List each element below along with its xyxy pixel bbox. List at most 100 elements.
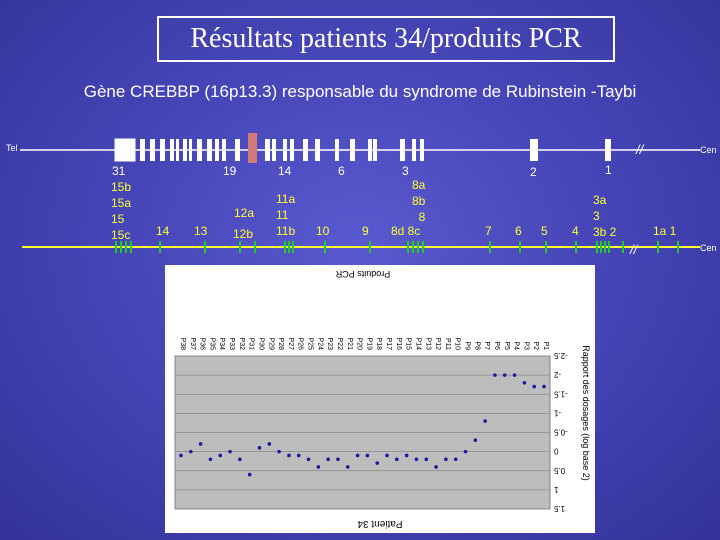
x-tick-label: P3 xyxy=(522,341,529,350)
exon-box xyxy=(335,139,339,161)
exon-box xyxy=(170,139,174,161)
exon-label-bottom: 3a 3 3b 2 xyxy=(593,193,617,239)
exon-box xyxy=(315,139,320,161)
data-point xyxy=(326,457,330,462)
data-point xyxy=(296,453,301,458)
data-point xyxy=(414,457,419,462)
y-tick-label: -1.5 xyxy=(553,389,567,398)
exon-label-bottom: 6 xyxy=(515,224,522,238)
data-point xyxy=(238,457,242,462)
exon-box xyxy=(530,139,538,161)
exon-box xyxy=(176,139,179,161)
exon-label-top: 3 xyxy=(402,164,409,178)
x-tick-label: P10 xyxy=(454,338,461,351)
x-tick-label: P37 xyxy=(189,338,196,351)
data-point xyxy=(306,457,311,462)
exon-box xyxy=(373,139,377,161)
x-tick-label: P30 xyxy=(257,338,264,351)
y-tick-label: 0 xyxy=(553,447,558,456)
data-point xyxy=(404,453,409,458)
data-point xyxy=(179,453,183,458)
plot-gridlines xyxy=(175,355,550,510)
centromere-label-bottom: Cen xyxy=(700,243,717,253)
x-tick-label: P32 xyxy=(238,338,245,351)
data-point xyxy=(198,442,203,446)
x-tick-label: P5 xyxy=(503,341,510,350)
x-tick-label: P6 xyxy=(493,341,500,350)
data-point xyxy=(218,453,223,458)
y-tick-label: 1 xyxy=(553,485,558,494)
data-point xyxy=(444,457,448,462)
exon-box xyxy=(350,139,355,161)
y-tick-label: 1.5 xyxy=(553,504,565,513)
exon-label-top: 19 xyxy=(223,164,237,178)
y-tick-label: -0.5 xyxy=(553,428,567,437)
exon-box xyxy=(189,139,192,161)
exon-label-top: 31 xyxy=(112,164,126,178)
x-tick-label: P7 xyxy=(483,341,490,350)
centromere-label-top: Cen xyxy=(700,145,717,155)
exon-label-bottom: 1a 1 xyxy=(653,224,677,238)
x-tick-label: P15 xyxy=(405,338,412,351)
x-tick-label: P9 xyxy=(464,341,471,350)
data-point xyxy=(483,419,487,423)
exon-label-bottom: 8a 8b 8 xyxy=(412,178,426,224)
exon-label-bottom: 12b xyxy=(233,227,254,241)
data-point xyxy=(463,449,468,454)
exon-box xyxy=(412,139,416,161)
exon-box xyxy=(283,139,287,161)
exon-label-bottom: 7 xyxy=(485,224,492,238)
exon-box xyxy=(222,139,226,161)
x-tick-label: P38 xyxy=(179,338,186,351)
y-tick-label: 0.5 xyxy=(553,466,565,475)
exon-box xyxy=(215,139,219,161)
gene-map-svg: // // xyxy=(20,133,700,257)
exon-label-top: 6 xyxy=(338,164,345,178)
x-tick-label: P18 xyxy=(375,338,382,351)
exon-label-bottom: 10 xyxy=(316,224,330,238)
patient-scatter-chart: Patient 34 Rapport des dosages (log base… xyxy=(174,269,591,529)
chart-ylabel: Rapport des dosages (log base 2) xyxy=(581,345,591,481)
exon-box xyxy=(272,139,276,161)
data-point xyxy=(434,465,438,469)
data-point xyxy=(189,449,193,454)
data-points xyxy=(179,373,546,477)
x-tick-label: P1 xyxy=(542,341,549,350)
exon-label-bottom: 4 xyxy=(572,224,579,238)
data-point xyxy=(345,465,350,469)
data-point xyxy=(228,449,232,454)
x-tick-label: P35 xyxy=(208,338,215,351)
x-tick-label: P28 xyxy=(277,338,284,351)
data-point xyxy=(502,373,507,377)
data-point xyxy=(365,453,370,458)
data-point xyxy=(267,442,272,446)
exon-box xyxy=(400,139,405,161)
exon-box xyxy=(114,138,136,162)
slide-title: Résultats patients 34/produits PCR xyxy=(157,16,615,62)
exon-label-bottom: 15b 15a 15 15c xyxy=(111,180,132,242)
data-point xyxy=(208,457,213,462)
exon-label-bottom: 9 xyxy=(362,224,369,238)
data-point xyxy=(316,465,321,469)
x-tick-label: P23 xyxy=(326,338,333,351)
x-tick-label: P12 xyxy=(434,338,441,351)
pcr-product-ticks xyxy=(115,241,679,253)
x-tick-label: P24 xyxy=(316,338,323,351)
data-point xyxy=(493,373,497,377)
data-point xyxy=(453,457,458,462)
chart-xlabel: Produits PCR xyxy=(335,269,390,279)
exon-box xyxy=(290,139,294,161)
data-point xyxy=(395,457,399,462)
x-tick-label: P33 xyxy=(228,338,235,351)
data-point xyxy=(385,453,389,458)
x-tick-label: P34 xyxy=(218,338,225,351)
data-point xyxy=(336,457,340,462)
data-point xyxy=(257,446,262,450)
telomere-label: Tel xyxy=(6,143,18,153)
exon-label-top: 14 xyxy=(278,164,292,178)
x-tick-label: P21 xyxy=(346,338,353,351)
data-point xyxy=(522,380,527,385)
data-point xyxy=(287,453,291,458)
data-point xyxy=(473,438,478,442)
exon-box xyxy=(197,139,202,161)
